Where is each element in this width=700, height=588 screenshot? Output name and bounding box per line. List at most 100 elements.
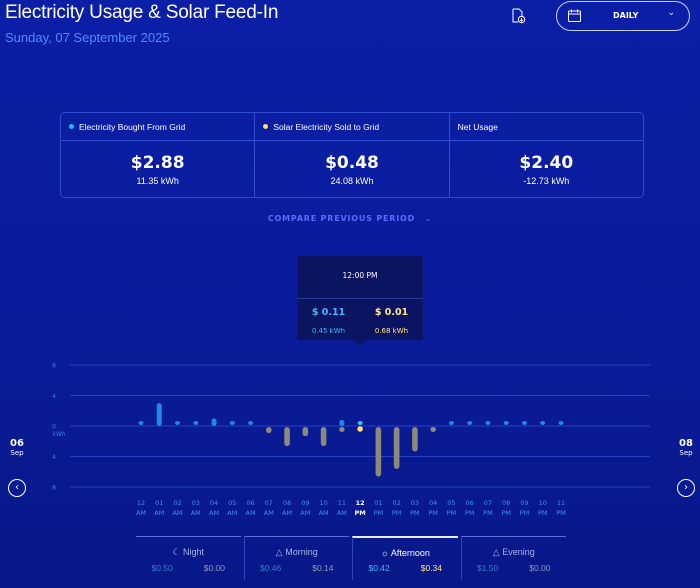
- bought-bar: [156, 403, 162, 426]
- x-tick-label: AM: [246, 509, 256, 517]
- x-tick-label: PM: [447, 509, 457, 517]
- card-kwh: 11.35 kWh: [136, 176, 179, 186]
- tab-night[interactable]: ☾ Night $0.50 $0.00: [136, 536, 241, 580]
- summary-cards: Electricity Bought From Grid $2.88 11.35…: [60, 112, 644, 198]
- sold-bar: [375, 427, 382, 477]
- bought-bar: [448, 421, 454, 425]
- bought-bar: [558, 421, 564, 425]
- tooltip-sold-kwh: 0.68 kWh: [374, 327, 409, 335]
- x-tick-label: PM: [465, 509, 475, 517]
- sold-bar: [339, 427, 345, 432]
- tooltip-sold-cost: $ 0.01: [374, 307, 409, 318]
- chart-tooltip: 12:00 PM $ 0.11 0.45 kWh $ 0.01 0.68 kWh: [297, 256, 423, 340]
- sold-bar: [430, 427, 436, 432]
- sold-cost: $0.34: [420, 563, 443, 573]
- sold-card: Solar Electricity Sold to Grid $0.48 24.…: [255, 113, 450, 197]
- y-tick-label: 4: [52, 393, 56, 400]
- sun-icon: ☼: [380, 548, 389, 558]
- tab-label: Afternoon: [390, 548, 430, 558]
- usage-chart: 84048kWh12AM01AM02AM03AM04AM05AM06AM07AM…: [52, 363, 650, 517]
- period-selector[interactable]: DAILY ⌄: [556, 1, 690, 31]
- tooltip-time: 12:00 PM: [342, 271, 378, 280]
- x-tick-label: 06: [466, 499, 474, 507]
- x-tick-label: 07: [484, 499, 492, 507]
- sold-bar: [412, 427, 418, 452]
- x-tick-label: PM: [392, 509, 402, 517]
- tooltip-bought-kwh: 0.45 kWh: [311, 327, 346, 335]
- x-tick-label: 09: [301, 499, 309, 507]
- y-tick-label: 8: [52, 485, 56, 492]
- tab-evening[interactable]: △ Evening $1.50 $0.00: [460, 536, 566, 580]
- x-tick-label: 10: [539, 499, 547, 507]
- tab-afternoon[interactable]: ☼ Afternoon $0.42 $0.34: [352, 536, 458, 580]
- selected-date: Sunday, 07 September 2025: [5, 30, 170, 45]
- bought-bar: [485, 421, 491, 425]
- tab-label: Evening: [502, 547, 535, 557]
- x-tick-label: 02: [173, 499, 181, 507]
- x-tick-label: 01: [374, 499, 382, 507]
- sold-bar: [357, 426, 363, 432]
- bought-bar: [339, 419, 345, 426]
- bought-bar: [229, 421, 235, 425]
- x-tick-label: AM: [172, 509, 182, 517]
- next-date: 08 Sep: [674, 438, 698, 457]
- sold-cost: $0.14: [312, 563, 334, 573]
- x-tick-label: 08: [502, 499, 510, 507]
- compare-previous-period-button[interactable]: COMPARE PREVIOUS PERIOD ⌄: [0, 214, 700, 223]
- y-tick-label: 0: [52, 424, 56, 431]
- x-tick-label: PM: [428, 509, 438, 517]
- sold-bar: [284, 427, 290, 447]
- prev-day-button[interactable]: ‹: [8, 479, 26, 497]
- period-tabs: ☾ Night $0.50 $0.00 △ Morning $0.46 $0.14 ☼ …: [136, 536, 566, 580]
- x-tick-label: AM: [319, 509, 329, 517]
- export-icon[interactable]: [509, 7, 527, 25]
- x-tick-label: 01: [155, 499, 163, 507]
- x-tick-label: 05: [447, 499, 455, 507]
- card-cost: $0.48: [325, 153, 379, 173]
- chevron-right-icon: ›: [684, 482, 688, 493]
- sold-cost: $0.00: [203, 563, 226, 573]
- bought-card: Electricity Bought From Grid $2.88 11.35…: [61, 113, 256, 197]
- x-tick-label: PM: [538, 509, 548, 517]
- tooltip-pointer: [354, 340, 366, 346]
- moon-icon: ☾: [172, 547, 181, 557]
- chevron-left-icon: ‹: [15, 482, 19, 493]
- sold-bar: [320, 427, 327, 447]
- x-tick-label: AM: [264, 509, 274, 517]
- x-tick-label: 02: [392, 499, 400, 507]
- card-cost: $2.40: [519, 153, 574, 173]
- x-tick-label: AM: [209, 509, 219, 517]
- chevron-down-icon: ⌄: [424, 214, 433, 223]
- x-tick-label: 12: [356, 499, 365, 507]
- bought-bar: [211, 418, 217, 426]
- period-label: DAILY: [613, 11, 639, 20]
- card-kwh: 24.08 kWh: [330, 176, 374, 186]
- bought-bar: [357, 421, 363, 425]
- tooltip-bought-cost: $ 0.11: [311, 307, 346, 318]
- tab-label: Morning: [285, 547, 318, 557]
- x-tick-label: 08: [283, 499, 291, 507]
- chevron-down-icon: ⌄: [667, 8, 675, 18]
- x-tick-label: AM: [191, 509, 201, 517]
- bought-cost: $0.46: [259, 563, 282, 573]
- x-tick-label: 05: [228, 499, 236, 507]
- tab-morning[interactable]: △ Morning $0.46 $0.14: [243, 536, 349, 580]
- bought-bar: [138, 421, 144, 425]
- bought-cost: $0.42: [368, 563, 390, 573]
- x-tick-label: 11: [557, 499, 565, 507]
- net-card: Net Usage $2.40 -12.73 kWh: [449, 113, 643, 197]
- x-tick-label: 03: [192, 499, 200, 507]
- y-axis-unit: kWh: [52, 431, 65, 438]
- y-tick-label: 8: [52, 363, 56, 370]
- x-tick-label: 11: [338, 499, 346, 507]
- bought-dot-icon: [69, 124, 74, 129]
- x-tick-label: PM: [374, 509, 384, 517]
- x-tick-label: 10: [319, 499, 327, 507]
- x-tick-label: AM: [337, 509, 347, 517]
- bought-bar: [540, 421, 546, 425]
- prev-date: 06 Sep: [5, 438, 29, 457]
- next-day-button[interactable]: ›: [677, 479, 695, 497]
- calendar-icon: [567, 8, 582, 27]
- bought-bar: [521, 421, 527, 425]
- card-kwh: -12.73 kWh: [523, 176, 570, 186]
